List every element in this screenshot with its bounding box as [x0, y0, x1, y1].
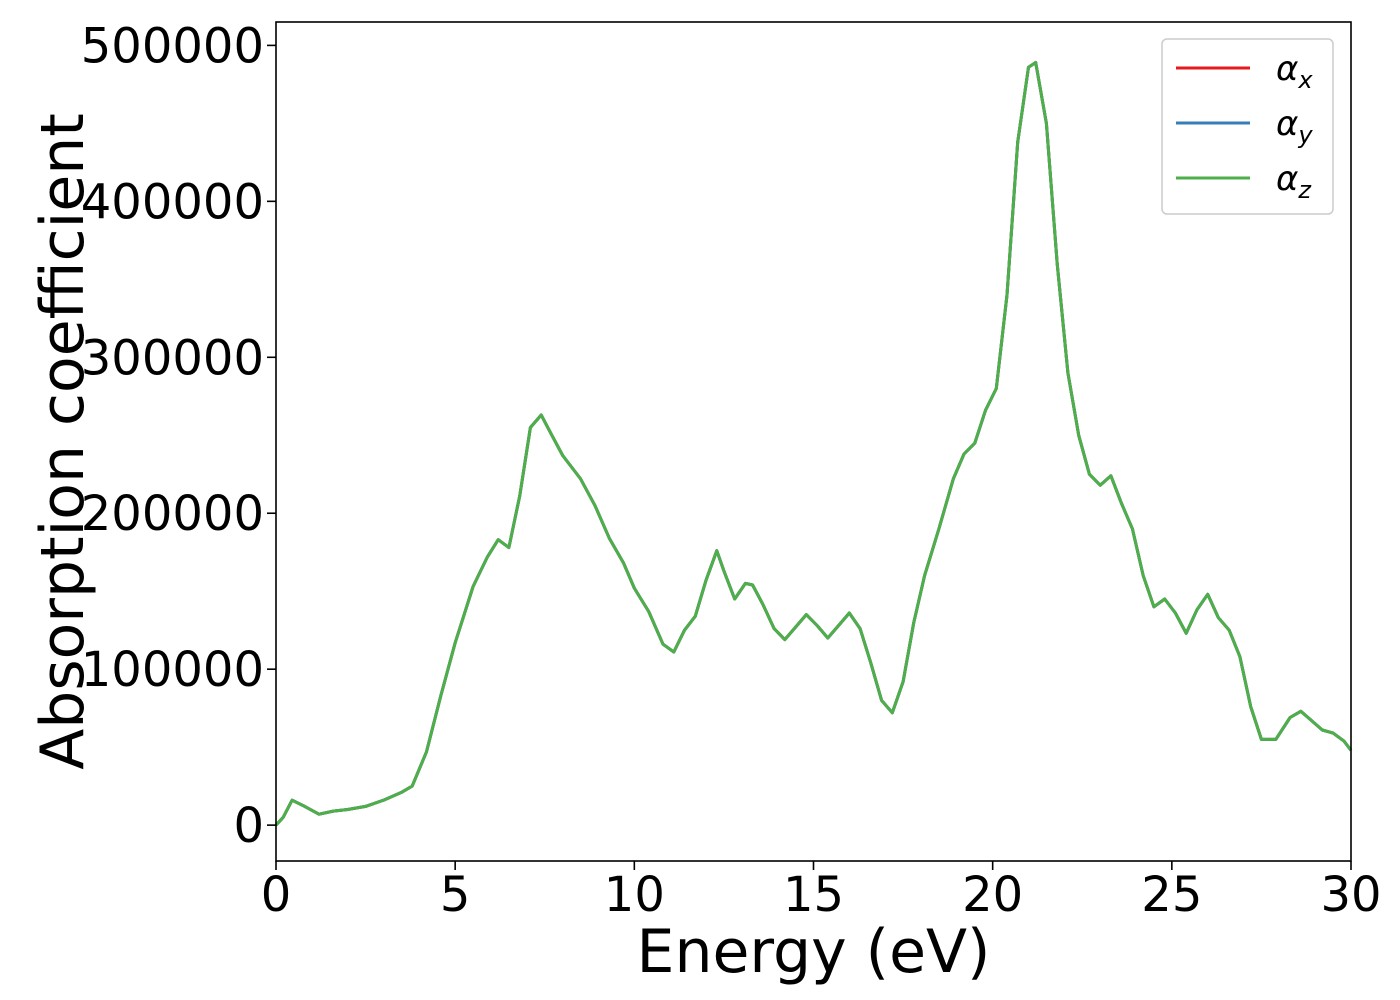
data-lines: [274, 61, 1353, 827]
legend-label-alpha-x: αx: [1276, 49, 1313, 94]
x-tick-label: 25: [1141, 867, 1202, 923]
y-tick-label: 200000: [81, 486, 264, 542]
y-tick-label: 300000: [81, 330, 264, 386]
legend-label-alpha-y: αy: [1276, 104, 1313, 149]
x-axis-ticks: 0 5 10 15 20 25 30: [261, 861, 1382, 923]
legend: αx αy αz: [1161, 38, 1334, 215]
x-axis-title: Energy (eV): [637, 917, 991, 987]
y-tick-label: 0: [233, 798, 264, 854]
x-tick-label: 10: [604, 867, 665, 923]
x-tick-label: 15: [783, 867, 844, 923]
legend-box: [1161, 38, 1334, 215]
x-tick-label: 20: [962, 867, 1023, 923]
x-tick-label: 5: [440, 867, 471, 923]
series-line-alpha-z: [274, 61, 1353, 827]
x-tick-label: 0: [261, 867, 292, 923]
y-axis-title: Absorption coefficient: [28, 113, 98, 770]
plot-frame: [275, 21, 1352, 862]
legend-label-alpha-z: αz: [1276, 159, 1312, 204]
y-tick-label: 400000: [81, 174, 264, 230]
y-tick-label: 100000: [81, 642, 264, 698]
y-axis-ticks: 0 100000 200000 300000 400000 500000: [81, 18, 276, 854]
y-tick-label: 500000: [81, 18, 264, 74]
x-tick-label: 30: [1320, 867, 1381, 923]
